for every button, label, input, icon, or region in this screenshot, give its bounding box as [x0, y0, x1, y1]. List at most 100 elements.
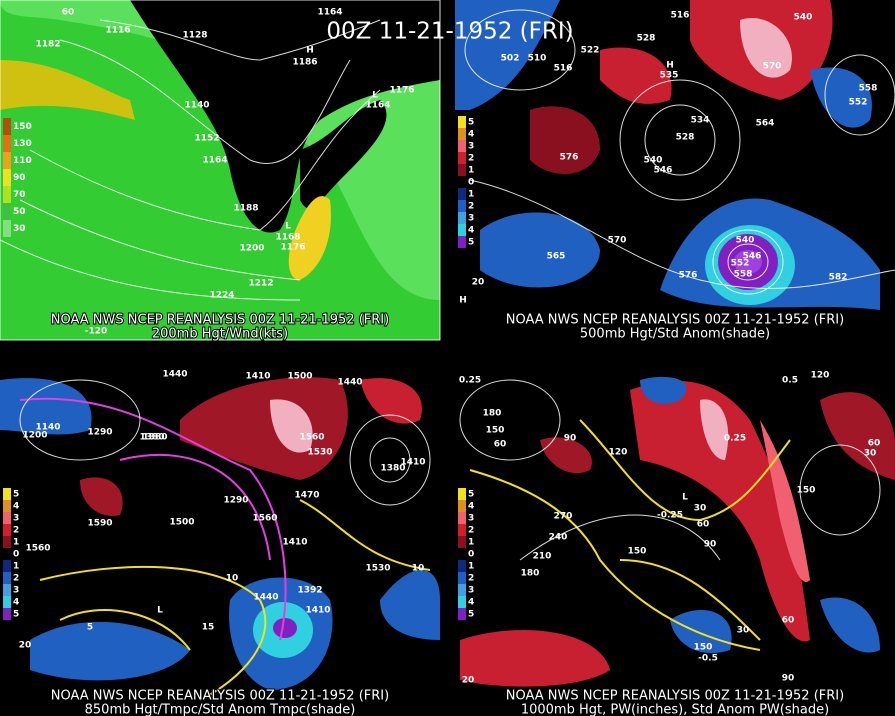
contour-label: 90: [782, 674, 795, 684]
legend-swatch: [458, 128, 466, 140]
legend-swatch: [458, 584, 466, 596]
contour-label: 1140: [184, 101, 209, 111]
contour-label: 60: [697, 520, 710, 530]
legend-swatch: [458, 512, 466, 524]
legend-swatch: [3, 560, 11, 572]
legend-label: 3: [468, 514, 474, 524]
contour-label: 1410: [305, 606, 330, 616]
contour-label: 20: [472, 278, 485, 288]
legend-label: 5: [13, 490, 19, 500]
legend-swatch: [3, 203, 11, 220]
contour-label: 1168: [275, 233, 300, 243]
contour-label: 558: [859, 84, 878, 94]
contour-label: 1224: [209, 291, 234, 301]
contour-label: 1176: [389, 86, 414, 96]
legend-swatch: [3, 584, 11, 596]
contour-label: -120: [85, 327, 108, 337]
contour-label: 1500: [287, 372, 312, 382]
contour-label: 528: [637, 34, 656, 44]
contour-label: 1410: [400, 458, 425, 468]
contour-label: 120: [811, 371, 830, 381]
contour-label: L: [372, 91, 378, 101]
panel-1000mb: [455, 372, 895, 716]
legend-swatch: [458, 224, 466, 236]
contour-label: L: [285, 222, 291, 232]
contour-label: 120: [609, 448, 628, 458]
legend-label: 4: [13, 598, 19, 608]
legend-swatch: [458, 200, 466, 212]
legend-swatch: [458, 236, 466, 248]
contour-label: 546: [743, 252, 762, 262]
contour-label: 0.25: [459, 376, 481, 386]
contour-label: 20: [462, 676, 475, 686]
contour-label: 0.25: [724, 434, 746, 444]
contour-label: 540: [736, 236, 755, 246]
contour-label: 30: [864, 449, 877, 459]
legend-swatch: [3, 220, 11, 237]
legend-label: 4: [468, 598, 474, 608]
contour-label: 150: [628, 547, 647, 557]
contour-label: 1212: [248, 279, 273, 289]
legend-swatch: [458, 596, 466, 608]
contour-label: 1380: [142, 433, 167, 443]
legend-label: 3: [468, 214, 474, 224]
legend-swatch: [458, 116, 466, 128]
contour-label: 1530: [307, 448, 332, 458]
contour-label: 1440: [162, 370, 187, 380]
contour-label: L: [157, 606, 163, 616]
legend-swatch: [3, 118, 11, 135]
contour-label: 546: [654, 166, 673, 176]
contour-label: 535: [660, 71, 679, 81]
legend-label: 5: [13, 610, 19, 620]
contour-label: 1128: [182, 31, 207, 41]
legend-label: 30: [13, 224, 26, 234]
contour-label: 150: [797, 486, 816, 496]
contour-label: 1560: [299, 433, 324, 443]
contour-label: 60: [868, 439, 881, 449]
legend-swatch: [458, 536, 466, 548]
contour-label: 1560: [252, 514, 277, 524]
panel-caption: 1000mb Hgt, PW(inches), Std Anom PW(shad…: [521, 703, 829, 716]
panel-500mb: [455, 0, 895, 340]
contour-label: 522: [581, 46, 600, 56]
contour-label: 10: [226, 574, 239, 584]
legend-label: 3: [13, 586, 19, 596]
contour-label: 5: [87, 623, 93, 633]
contour-label: 570: [763, 62, 782, 72]
contour-label: H: [666, 61, 674, 71]
legend-label: 150: [13, 122, 32, 132]
legend-label: 2: [468, 574, 474, 584]
contour-label: 1164: [365, 101, 390, 111]
contour-label: 552: [849, 98, 868, 108]
legend-label: 90: [13, 173, 26, 183]
legend-swatch: [458, 608, 466, 620]
legend-swatch: [3, 169, 11, 186]
legend-swatch: [3, 596, 11, 608]
contour-label: 1380: [380, 464, 405, 474]
contour-label: 15: [202, 623, 215, 633]
contour-label: -0.5: [698, 654, 718, 664]
contour-label: 30: [737, 626, 750, 636]
contour-label: 90: [564, 434, 577, 444]
legend-swatch: [3, 512, 11, 524]
legend-swatch: [458, 488, 466, 500]
contour-label: 1200: [22, 431, 47, 441]
contour-label: 150: [486, 426, 505, 436]
legend-swatch: [3, 524, 11, 536]
legend-swatch: [458, 548, 466, 560]
contour-label: 1440: [337, 378, 362, 388]
contour-label: 60: [782, 616, 795, 626]
legend-label: 4: [468, 130, 474, 140]
source-caption: NOAA NWS NCEP REANALYSIS 00Z 11-21-1952 …: [506, 689, 844, 704]
contour-label: 240: [549, 533, 568, 543]
legend-label: 0: [468, 550, 474, 560]
contour-label: 10: [412, 564, 425, 574]
legend-label: 5: [468, 238, 474, 248]
legend-swatch: [3, 135, 11, 152]
contour-label: 516: [554, 64, 573, 74]
legend-label: 2: [468, 202, 474, 212]
contour-label: 570: [608, 236, 627, 246]
legend-label: 1: [13, 538, 19, 548]
legend-label: 5: [468, 118, 474, 128]
contour-label: 540: [644, 156, 663, 166]
